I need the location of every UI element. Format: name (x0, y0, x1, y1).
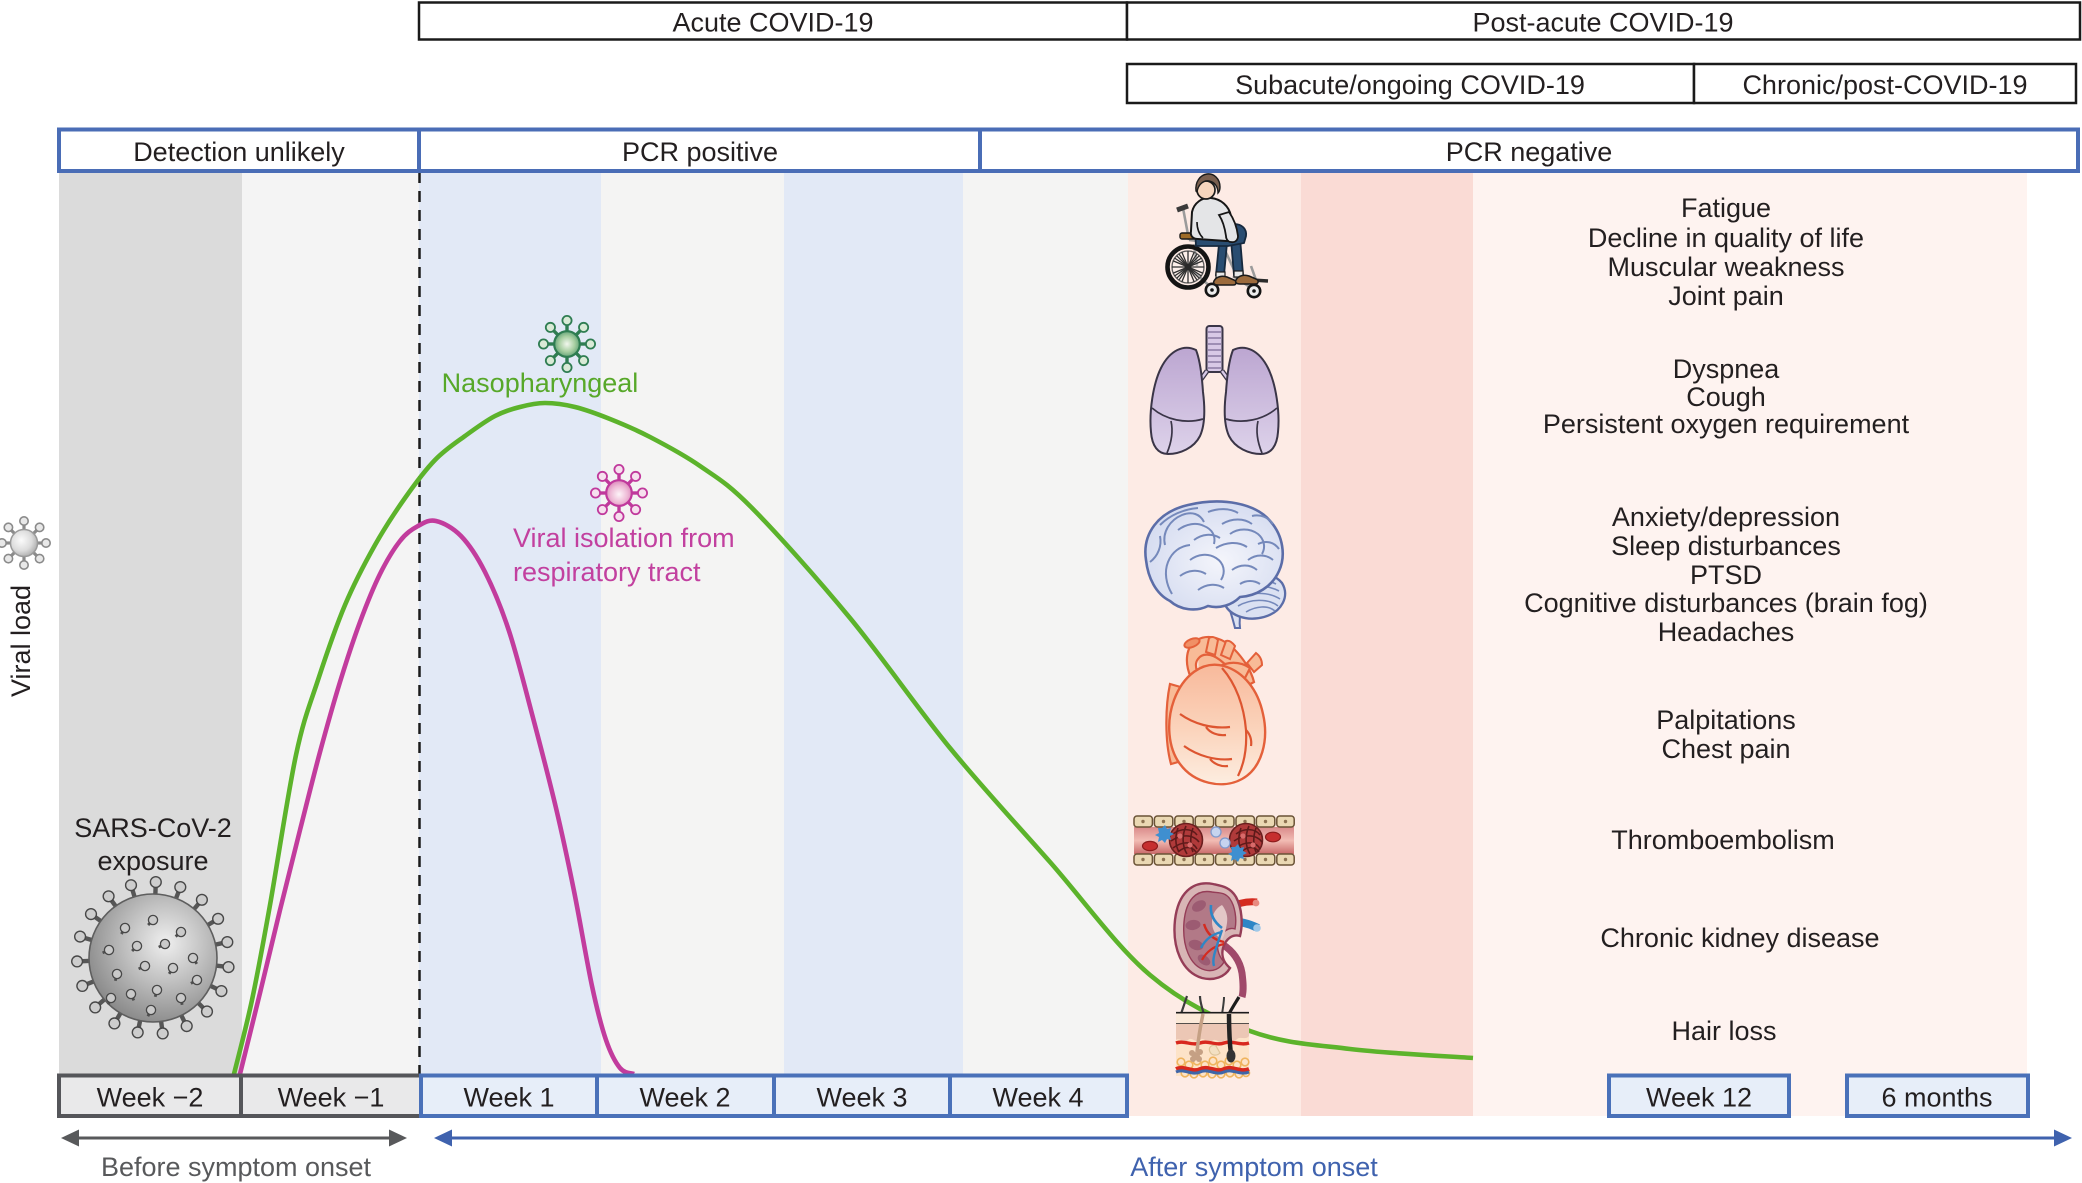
svg-text:PCR negative: PCR negative (1446, 137, 1613, 167)
svg-text:Subacute/ongoing COVID-19: Subacute/ongoing COVID-19 (1235, 70, 1585, 100)
svg-text:Hair loss: Hair loss (1671, 1016, 1776, 1046)
svg-text:Post-acute COVID-19: Post-acute COVID-19 (1472, 8, 1733, 38)
svg-text:Cough: Cough (1686, 382, 1766, 412)
svg-text:Joint pain: Joint pain (1668, 281, 1784, 311)
svg-text:Week 1: Week 1 (463, 1083, 554, 1113)
svg-text:Palpitations: Palpitations (1656, 705, 1796, 735)
svg-text:Sleep disturbances: Sleep disturbances (1611, 531, 1841, 561)
svg-text:Cognitive disturbances (brain: Cognitive disturbances (brain fog) (1524, 588, 1928, 618)
svg-text:Week 12: Week 12 (1646, 1083, 1752, 1113)
svg-text:Chronic/post-COVID-19: Chronic/post-COVID-19 (1742, 70, 2027, 100)
svg-text:Week −2: Week −2 (97, 1083, 204, 1113)
svg-text:Headaches: Headaches (1658, 617, 1795, 647)
svg-text:Chronic kidney disease: Chronic kidney disease (1600, 923, 1879, 953)
svg-text:PTSD: PTSD (1690, 560, 1762, 590)
svg-text:Week −1: Week −1 (278, 1083, 385, 1113)
svg-text:exposure: exposure (97, 846, 208, 876)
svg-text:Thromboembolism: Thromboembolism (1611, 825, 1835, 855)
svg-text:Decline in quality of life: Decline in quality of life (1588, 223, 1864, 253)
svg-text:Week 3: Week 3 (816, 1083, 907, 1113)
svg-text:Detection unlikely: Detection unlikely (133, 137, 345, 167)
svg-text:Anxiety/depression: Anxiety/depression (1612, 502, 1840, 532)
svg-text:Persistent oxygen requirement: Persistent oxygen requirement (1543, 409, 1910, 439)
svg-text:respiratory tract: respiratory tract (513, 557, 701, 587)
svg-text:Before symptom onset: Before symptom onset (101, 1152, 372, 1182)
svg-text:Fatigue: Fatigue (1681, 193, 1771, 223)
svg-text:Chest pain: Chest pain (1661, 734, 1790, 764)
svg-text:After symptom onset: After symptom onset (1130, 1152, 1378, 1182)
svg-text:Acute COVID-19: Acute COVID-19 (672, 8, 873, 38)
svg-text:6 months: 6 months (1881, 1083, 1992, 1113)
svg-text:Dyspnea: Dyspnea (1673, 354, 1781, 384)
svg-text:Week 2: Week 2 (639, 1083, 730, 1113)
svg-text:Viral load: Viral load (6, 585, 36, 697)
svg-text:Week 4: Week 4 (992, 1083, 1083, 1113)
svg-text:Muscular weakness: Muscular weakness (1607, 252, 1844, 282)
svg-text:PCR positive: PCR positive (622, 137, 778, 167)
svg-text:Viral isolation from: Viral isolation from (513, 523, 735, 553)
svg-text:Nasopharyngeal: Nasopharyngeal (442, 368, 639, 398)
svg-text:SARS-CoV-2: SARS-CoV-2 (74, 813, 232, 843)
